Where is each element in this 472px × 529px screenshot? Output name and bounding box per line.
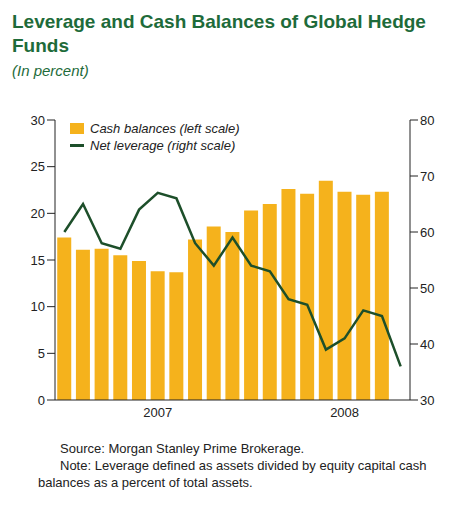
html-text:Cash balances (left scale): Cash balances (left scale): [90, 121, 240, 136]
svg-text:25: 25: [31, 159, 45, 174]
svg-text:80: 80: [420, 113, 434, 128]
svg-text:20: 20: [31, 206, 45, 221]
svg-text:15: 15: [31, 253, 45, 268]
html-text:(In percent): (In percent): [12, 62, 89, 79]
html-text:Net leverage (right scale): Net leverage (right scale): [90, 138, 236, 153]
svg-text:2007: 2007: [143, 405, 172, 420]
svg-text:5: 5: [38, 346, 45, 361]
svg-text:60: 60: [420, 225, 434, 240]
svg-text:30: 30: [31, 113, 45, 128]
svg-text:30: 30: [420, 393, 434, 408]
svg-text:10: 10: [31, 299, 45, 314]
svg-text:2008: 2008: [330, 405, 359, 420]
svg-text:0: 0: [38, 393, 45, 408]
svg-text:70: 70: [420, 169, 434, 184]
html-text:Source: Morgan Stanley Prime B: Source: Morgan Stanley Prime Brokerage.: [60, 441, 305, 456]
svg-text:40: 40: [420, 337, 434, 352]
html-text:Leverage and Cash Balances of: Leverage and Cash Balances of Global Hed…: [12, 11, 426, 56]
html-text:Note: Leverage defined as asse: Note: Leverage defined as assets divided…: [38, 458, 427, 490]
svg-text:50: 50: [420, 281, 434, 296]
